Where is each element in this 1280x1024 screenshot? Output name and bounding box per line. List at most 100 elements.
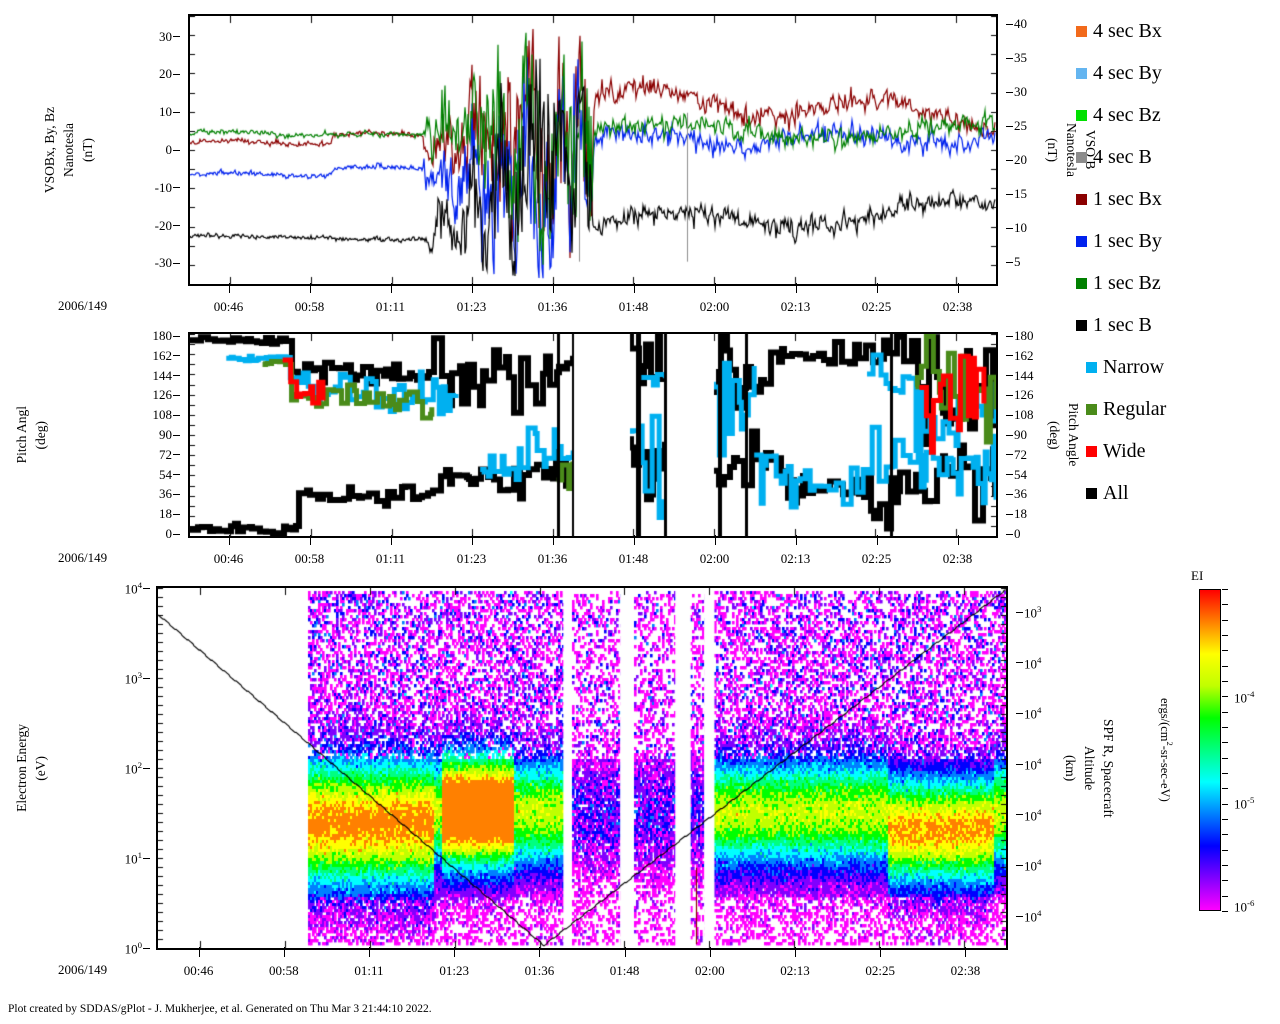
legend-label: 1 sec By — [1093, 230, 1162, 252]
x-axis-tick-label: 02:00 — [699, 551, 730, 566]
axis-tick-label: 162 — [152, 347, 173, 363]
axis-tick-label: -30 — [154, 255, 172, 271]
axis-tick-mark — [1006, 91, 1013, 93]
legend-item-4-sec-b[interactable]: 4 sec B — [1076, 136, 1276, 178]
x-axis-tick-mark — [624, 947, 626, 957]
colorbar-tick-mark — [1222, 665, 1228, 667]
spectrogram-x-tick-labels: 00:46 00:58 01:11 01:23 01:36 01:48 02:00 02:13… — [156, 947, 1008, 978]
x-axis-tick-label: 02:25 — [865, 963, 895, 978]
x-axis-tick-mark — [709, 947, 711, 957]
legend-item-wide[interactable]: Wide — [1086, 430, 1276, 472]
axis-tick-mark — [173, 394, 180, 396]
legend-item-regular[interactable]: Regular — [1086, 388, 1276, 430]
spectrogram-date-label: 2006/149 — [58, 962, 108, 977]
axis-tick-label: 18 — [159, 506, 172, 522]
axis-tick-mark — [1006, 57, 1013, 59]
colorbar-tick-mark — [1222, 681, 1228, 682]
pa-right-title-line-1: (deg) — [1047, 420, 1062, 450]
x-axis-tick-mark — [539, 947, 541, 957]
series-legend: 4 sec Bx 4 sec By 4 sec Bz 4 sec B 1 sec Bx 1… — [1076, 10, 1276, 514]
axis-tick-label: 20 — [1014, 152, 1027, 168]
axis-tick-label: 18 — [1014, 506, 1027, 522]
axis-tick-mark — [1016, 864, 1023, 866]
colorbar-tick-mark — [1222, 834, 1228, 836]
axis-tick-label: 10 — [159, 104, 172, 120]
x-axis-tick-label: 01:36 — [537, 551, 568, 566]
x-axis-tick-mark — [714, 283, 716, 293]
legend-item-4-sec-by[interactable]: 4 sec By — [1076, 52, 1276, 94]
spectrogram-right-ticks: 103 104 104 104 104 104 104 — [1014, 586, 1064, 950]
legend-item-all[interactable]: All — [1086, 472, 1276, 514]
magnetic-field-left-axis-title: VSOBx, By, Bz Nanotesla (nT) — [42, 14, 96, 286]
x-axis-tick-label: 01:11 — [375, 551, 406, 566]
colorbar-tick-mark — [1222, 696, 1228, 698]
x-axis-tick-label: 00:46 — [183, 963, 214, 978]
x-axis-tick-label: 02:13 — [780, 551, 811, 566]
axis-tick-mark — [1006, 261, 1013, 263]
legend-item-4-sec-bx[interactable]: 4 sec Bx — [1076, 10, 1276, 52]
colorbar-tick-mark — [1222, 727, 1228, 728]
x-axis-tick-label: 02:25 — [861, 299, 892, 314]
axis-tick-mark — [1006, 454, 1013, 456]
x-axis-tick-mark — [309, 535, 311, 545]
mag-left-title-line-1: Nanotesla — [61, 123, 76, 177]
axis-tick-mark — [143, 587, 150, 589]
sp-right-title-line-2: (km) — [1063, 754, 1078, 782]
legend-swatch-icon — [1086, 361, 1097, 373]
x-axis-tick-label: 01:23 — [439, 963, 469, 978]
legend-item-1-sec-b[interactable]: 1 sec B — [1076, 304, 1276, 346]
axis-tick-label: 104 — [1024, 705, 1042, 722]
legend-item-1-sec-bz[interactable]: 1 sec Bz — [1076, 262, 1276, 304]
legend-item-1-sec-by[interactable]: 1 sec By — [1076, 220, 1276, 262]
axis-tick-mark — [1016, 814, 1023, 816]
legend-item-narrow[interactable]: Narrow — [1086, 346, 1276, 388]
axis-tick-label: 104 — [1024, 857, 1042, 874]
x-axis-tick-label: 00:46 — [213, 551, 244, 566]
axis-tick-mark — [173, 262, 180, 264]
figure-caption: Plot created by SDDAS/gPlot - J. Mukherj… — [8, 1003, 432, 1015]
legend-swatch-icon — [1076, 151, 1087, 163]
x-axis-tick-mark — [471, 283, 473, 293]
axis-tick-label: 126 — [1014, 387, 1034, 403]
legend-swatch-icon — [1076, 67, 1087, 79]
x-axis-tick-label: 01:36 — [524, 963, 555, 978]
pitch-angle-canvas — [190, 334, 996, 536]
mag-right-title-line-1: Nanotesla — [1064, 123, 1079, 177]
axis-tick-mark — [1016, 763, 1023, 765]
axis-tick-label: -10 — [154, 179, 172, 195]
colorbar-tick-mark — [1222, 589, 1228, 590]
legend-label: 1 sec Bx — [1093, 188, 1162, 210]
pa-right-title-line-0: Pitch Angle — [1066, 403, 1081, 467]
legend-swatch-icon — [1086, 487, 1097, 499]
x-axis-tick-mark — [795, 535, 797, 545]
axis-tick-mark — [143, 947, 150, 949]
colorbar-ticks: 10-4 10-5 10-6 — [1222, 589, 1280, 914]
pitch-angle-left-ticks: 0 18 36 54 72 90 108 126 144 162 180 — [130, 328, 182, 541]
x-axis-tick-mark — [795, 947, 796, 957]
x-axis-tick-mark — [390, 283, 392, 293]
x-axis-tick-mark — [228, 535, 230, 545]
sp-left-title-line-0: Electron Energy — [14, 724, 29, 812]
colorbar-title: EI — [1191, 568, 1204, 583]
x-axis-tick-label: 01:23 — [456, 551, 487, 566]
x-axis-tick-mark — [471, 535, 473, 545]
colorbar-tick-mark — [1222, 803, 1228, 805]
axis-tick-label: 15 — [1014, 186, 1027, 202]
x-axis-tick-mark — [876, 283, 878, 293]
axis-tick-mark — [173, 225, 180, 227]
magnetic-field-right-ticks: 5 10 15 20 25 30 35 40 — [1004, 14, 1050, 286]
legend-swatch-icon — [1076, 193, 1087, 205]
axis-tick-mark — [1006, 434, 1013, 436]
x-axis-tick-mark — [369, 947, 370, 957]
axis-tick-label: 108 — [152, 407, 173, 423]
axis-tick-label: 101 — [124, 850, 142, 867]
pitch-angle-right-axis-title: Pitch Angle (deg) — [1046, 332, 1081, 538]
colorbar-tick-mark — [1222, 880, 1228, 882]
axis-tick-label: 40 — [1014, 16, 1027, 32]
legend-item-1-sec-bx[interactable]: 1 sec Bx — [1076, 178, 1276, 220]
legend-swatch-icon — [1076, 235, 1087, 247]
x-axis-tick-label: 01:11 — [375, 299, 406, 314]
legend-item-4-sec-bz[interactable]: 4 sec Bz — [1076, 94, 1276, 136]
legend-swatch-icon — [1076, 277, 1087, 289]
x-axis-tick-mark — [957, 535, 959, 545]
